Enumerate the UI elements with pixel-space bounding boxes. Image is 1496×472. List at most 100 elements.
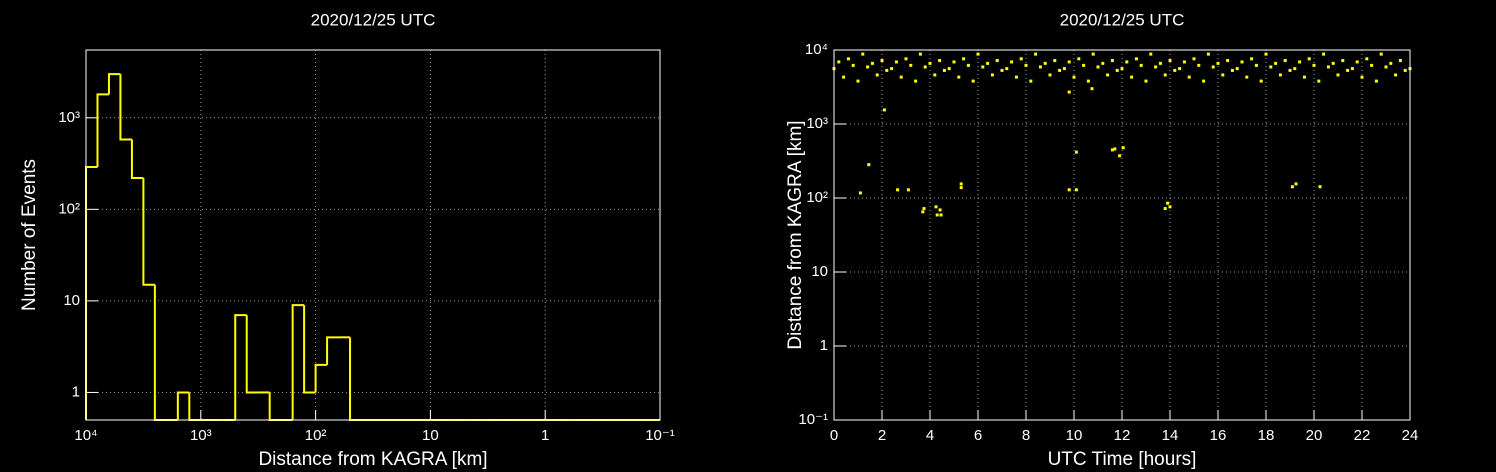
histogram-bin (153, 284, 167, 421)
scatter-point (1010, 60, 1014, 64)
scatter-point (870, 61, 874, 65)
scatter-point (1394, 73, 1398, 77)
scatter-point (922, 207, 926, 211)
scatter-point (1211, 65, 1215, 69)
scatter-point (1294, 182, 1298, 186)
y-axis-label: Number of Events (19, 159, 40, 311)
scatter-point (880, 59, 884, 63)
scatter-point (1312, 63, 1316, 67)
scatter-point (1346, 68, 1350, 72)
scatter-point (1350, 67, 1354, 71)
scatter-point (1077, 57, 1081, 61)
scatter-point (1269, 65, 1273, 69)
histogram-bin (119, 74, 132, 141)
histogram-bin (303, 305, 316, 394)
scatter-point (1336, 73, 1340, 77)
scatter-point (959, 182, 963, 186)
scatter-point (1072, 75, 1076, 79)
scatter-point (1288, 68, 1292, 72)
scatter-point (1197, 63, 1201, 67)
scatter-point (962, 57, 966, 61)
scatter-point (890, 67, 894, 71)
scatter-point (1254, 63, 1258, 67)
x-tick-label: 10 (422, 427, 439, 444)
scatter-point (918, 52, 922, 56)
histogram-bin (245, 315, 259, 394)
scatter-point (1374, 79, 1378, 83)
scatter-point (1000, 68, 1004, 72)
scatter-point (1043, 61, 1047, 65)
scatter-point (1125, 60, 1129, 64)
scatter-point (959, 186, 963, 190)
scatter-point (1163, 73, 1167, 77)
histogram-bin (96, 93, 109, 168)
scatter-point (957, 75, 961, 79)
histogram-bin (314, 363, 328, 393)
scatter-point (1341, 59, 1345, 63)
scatter-point (1029, 79, 1033, 83)
scatter-point (921, 210, 925, 214)
x-tick-label: 16 (1210, 427, 1227, 444)
scatter-point (1250, 57, 1254, 61)
scatter-point (1398, 59, 1402, 63)
scatter-point (1074, 150, 1078, 154)
x-tick-label: 4 (926, 427, 934, 444)
scatter-point (934, 205, 938, 209)
scatter-point (981, 65, 985, 69)
scatter-point (1118, 154, 1122, 158)
scatter-point (1226, 59, 1230, 63)
scatter-point (939, 213, 943, 217)
y-tick-label: 10³ (58, 109, 80, 126)
scatter-point (1318, 185, 1322, 189)
scatter-point (1178, 67, 1182, 71)
y-tick-label: 1 (820, 337, 828, 354)
scatter-point (1389, 61, 1393, 65)
scatter-point (1168, 205, 1172, 209)
scatter-point (914, 79, 918, 83)
scatter-point (952, 60, 956, 64)
scatter-point (858, 191, 862, 195)
y-tick-label: 10 (811, 263, 828, 280)
scatter-point (1082, 63, 1086, 67)
scatter-point (1053, 59, 1057, 63)
scatter-point (1163, 207, 1167, 211)
scatter-point (1034, 52, 1038, 56)
scatter-point (1086, 79, 1090, 83)
scatter-point (1283, 59, 1287, 63)
scatter-point (1384, 65, 1388, 69)
scatter-point (909, 63, 913, 67)
chart-title: 2020/12/25 UTC (1060, 10, 1185, 29)
x-tick-label: 10⁴ (74, 427, 97, 444)
scatter-point (875, 73, 879, 77)
y-tick-label: 10³ (806, 115, 828, 132)
scatter-point (1166, 201, 1170, 205)
scatter-point (935, 213, 939, 217)
scatter-point (904, 57, 908, 61)
scatter-point (942, 68, 946, 72)
histogram-bin (326, 336, 339, 365)
x-tick-label: 8 (1022, 427, 1030, 444)
y-tick-label: 10 (63, 292, 80, 309)
scatter-point (1130, 75, 1134, 79)
x-tick-label: 6 (974, 427, 982, 444)
scatter-point (1062, 67, 1066, 71)
scatter-point (1230, 68, 1234, 72)
scatter-point (1173, 68, 1177, 72)
histogram-bin (349, 337, 362, 421)
scatter-point (1158, 61, 1162, 65)
y-axis-label: Distance from KAGRA [km] (785, 120, 806, 349)
x-tick-label: 0 (830, 427, 838, 444)
scatter-point (1192, 57, 1196, 61)
scatter-point (894, 60, 898, 64)
scatter-point (1019, 57, 1023, 61)
scatter-point (1221, 73, 1225, 77)
scatter-point (1365, 57, 1369, 61)
scatter-point (837, 60, 841, 64)
scatter-point (990, 73, 994, 77)
scatter-point (1121, 146, 1125, 150)
scatter-point (1048, 73, 1052, 77)
scatter-point (1110, 59, 1114, 63)
y-tick-label: 10⁻¹ (798, 411, 828, 428)
scatter-point (866, 65, 870, 69)
